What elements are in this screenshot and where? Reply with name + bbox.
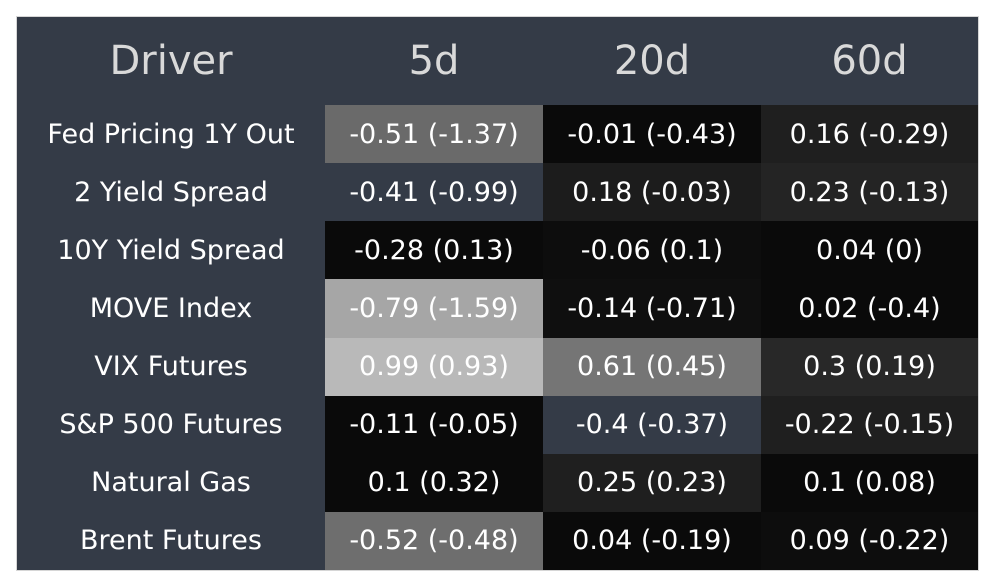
value-cell: -0.4 (-0.37)	[543, 395, 761, 454]
value-cell: 0.18 (-0.03)	[543, 163, 761, 222]
table-row: 2 Yield Spread -0.41 (-0.99) 0.18 (-0.03) 0…	[17, 163, 978, 222]
table-row: Fed Pricing 1Y Out -0.51 (-1.37) -0.01 (-0…	[17, 105, 978, 164]
value-cell: 0.99 (0.93)	[325, 337, 543, 396]
value-cell: 0.16 (-0.29)	[761, 105, 978, 164]
value-cell: 0.02 (-0.4)	[761, 279, 978, 338]
value-cell: 0.04 (-0.19)	[543, 511, 761, 570]
column-header-60d: 60d	[761, 17, 978, 105]
value-cell: -0.28 (0.13)	[325, 221, 543, 280]
driver-label: 10Y Yield Spread	[17, 221, 325, 280]
value-cell: -0.52 (-0.48)	[325, 511, 543, 570]
table-row: 10Y Yield Spread -0.28 (0.13) -0.06 (0.1) 0…	[17, 221, 978, 280]
column-header-driver: Driver	[17, 17, 325, 105]
value-cell: -0.06 (0.1)	[543, 221, 761, 280]
driver-label: VIX Futures	[17, 337, 325, 396]
value-cell: -0.51 (-1.37)	[325, 105, 543, 164]
table-row: Natural Gas 0.1 (0.32) 0.25 (0.23) 0.1 (0.0…	[17, 453, 978, 512]
table-body: Fed Pricing 1Y Out -0.51 (-1.37) -0.01 (-0…	[17, 105, 978, 570]
header-row: Driver 5d 20d 60d	[17, 17, 978, 105]
value-cell: -0.79 (-1.59)	[325, 279, 543, 338]
value-cell: -0.22 (-0.15)	[761, 395, 978, 454]
value-cell: 0.61 (0.45)	[543, 337, 761, 396]
value-cell: 0.25 (0.23)	[543, 453, 761, 512]
column-header-5d: 5d	[325, 17, 543, 105]
value-cell: -0.41 (-0.99)	[325, 163, 543, 222]
value-cell: 0.04 (0)	[761, 221, 978, 280]
driver-heatmap-table: Driver 5d 20d 60d Fed Pricing 1Y Out -0.5…	[17, 17, 978, 570]
value-cell: 0.3 (0.19)	[761, 337, 978, 396]
value-cell: -0.14 (-0.71)	[543, 279, 761, 338]
value-cell: 0.23 (-0.13)	[761, 163, 978, 222]
value-cell: 0.09 (-0.22)	[761, 511, 978, 570]
value-cell: -0.01 (-0.43)	[543, 105, 761, 164]
driver-label: S&P 500 Futures	[17, 395, 325, 454]
table-row: MOVE Index -0.79 (-1.59) -0.14 (-0.71) 0.02…	[17, 279, 978, 338]
driver-label: Fed Pricing 1Y Out	[17, 105, 325, 164]
driver-label: Natural Gas	[17, 453, 325, 512]
column-header-20d: 20d	[543, 17, 761, 105]
table-row: S&P 500 Futures -0.11 (-0.05) -0.4 (-0.37)…	[17, 395, 978, 454]
driver-label: MOVE Index	[17, 279, 325, 338]
driver-label: 2 Yield Spread	[17, 163, 325, 222]
driver-label: Brent Futures	[17, 511, 325, 570]
table-row: Brent Futures -0.52 (-0.48) 0.04 (-0.19) 0.…	[17, 511, 978, 570]
value-cell: 0.1 (0.32)	[325, 453, 543, 512]
heatmap-table-frame: Driver 5d 20d 60d Fed Pricing 1Y Out -0.5…	[16, 16, 979, 571]
table-row: VIX Futures 0.99 (0.93) 0.61 (0.45) 0.3 (0.…	[17, 337, 978, 396]
value-cell: -0.11 (-0.05)	[325, 395, 543, 454]
value-cell: 0.1 (0.08)	[761, 453, 978, 512]
